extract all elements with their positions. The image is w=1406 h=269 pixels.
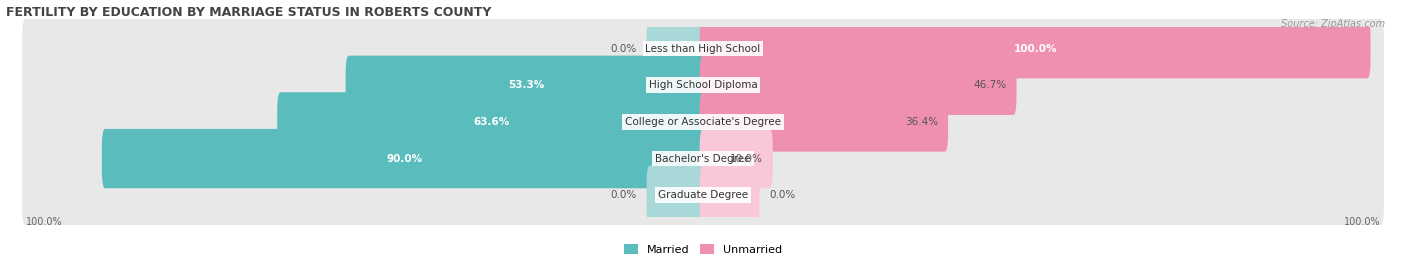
Text: High School Diploma: High School Diploma	[648, 80, 758, 90]
FancyBboxPatch shape	[22, 165, 1384, 225]
FancyBboxPatch shape	[700, 92, 948, 152]
Text: 10.0%: 10.0%	[730, 154, 763, 164]
FancyBboxPatch shape	[647, 165, 706, 225]
FancyBboxPatch shape	[22, 129, 1384, 188]
Text: 36.4%: 36.4%	[905, 117, 938, 127]
FancyBboxPatch shape	[22, 92, 1384, 152]
FancyBboxPatch shape	[700, 129, 773, 188]
Text: 0.0%: 0.0%	[610, 44, 637, 54]
Text: 53.3%: 53.3%	[508, 80, 544, 90]
Text: FERTILITY BY EDUCATION BY MARRIAGE STATUS IN ROBERTS COUNTY: FERTILITY BY EDUCATION BY MARRIAGE STATU…	[6, 6, 491, 19]
Text: 63.6%: 63.6%	[474, 117, 510, 127]
FancyBboxPatch shape	[700, 56, 1017, 115]
Text: Source: ZipAtlas.com: Source: ZipAtlas.com	[1281, 19, 1385, 29]
FancyBboxPatch shape	[700, 19, 1371, 78]
FancyBboxPatch shape	[346, 56, 706, 115]
Text: 46.7%: 46.7%	[973, 80, 1007, 90]
Text: 100.0%: 100.0%	[1014, 44, 1057, 54]
Text: Less than High School: Less than High School	[645, 44, 761, 54]
FancyBboxPatch shape	[22, 19, 1384, 78]
FancyBboxPatch shape	[101, 129, 706, 188]
FancyBboxPatch shape	[277, 92, 706, 152]
Text: 0.0%: 0.0%	[769, 190, 796, 200]
Text: College or Associate's Degree: College or Associate's Degree	[626, 117, 780, 127]
Text: 0.0%: 0.0%	[610, 190, 637, 200]
Text: 90.0%: 90.0%	[387, 154, 422, 164]
FancyBboxPatch shape	[647, 19, 706, 78]
Text: Graduate Degree: Graduate Degree	[658, 190, 748, 200]
Text: Bachelor's Degree: Bachelor's Degree	[655, 154, 751, 164]
FancyBboxPatch shape	[700, 165, 759, 225]
FancyBboxPatch shape	[22, 56, 1384, 115]
Text: 100.0%: 100.0%	[1344, 217, 1381, 227]
Legend: Married, Unmarried: Married, Unmarried	[620, 240, 786, 259]
Text: 100.0%: 100.0%	[25, 217, 62, 227]
